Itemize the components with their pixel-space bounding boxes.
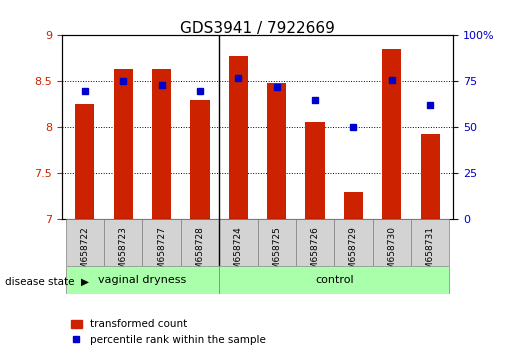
FancyBboxPatch shape: [181, 219, 219, 266]
FancyBboxPatch shape: [65, 266, 219, 294]
Bar: [382, 49, 401, 219]
Text: GSM658729: GSM658729: [349, 227, 358, 281]
Text: GSM658728: GSM658728: [195, 227, 204, 281]
Text: GSM658731: GSM658731: [426, 227, 435, 281]
FancyBboxPatch shape: [373, 219, 411, 266]
Text: GSM658727: GSM658727: [157, 227, 166, 281]
FancyBboxPatch shape: [296, 219, 334, 266]
FancyBboxPatch shape: [334, 219, 373, 266]
Text: GSM658723: GSM658723: [118, 227, 128, 281]
Bar: [344, 192, 363, 219]
Text: GSM658730: GSM658730: [387, 227, 397, 281]
Bar: [229, 56, 248, 219]
Bar: [305, 122, 324, 219]
Text: GSM658722: GSM658722: [80, 227, 89, 281]
FancyBboxPatch shape: [258, 219, 296, 266]
Legend: transformed count, percentile rank within the sample: transformed count, percentile rank withi…: [67, 315, 270, 349]
Text: GSM658724: GSM658724: [234, 227, 243, 281]
Text: GSM658726: GSM658726: [311, 227, 320, 281]
Text: GSM658725: GSM658725: [272, 227, 281, 281]
Text: GDS3941 / 7922669: GDS3941 / 7922669: [180, 21, 335, 36]
FancyBboxPatch shape: [142, 219, 181, 266]
FancyBboxPatch shape: [104, 219, 142, 266]
Text: control: control: [315, 275, 354, 285]
FancyBboxPatch shape: [219, 219, 258, 266]
Bar: [152, 69, 171, 219]
Text: vaginal dryness: vaginal dryness: [98, 275, 186, 285]
Bar: [75, 104, 94, 219]
Bar: [114, 69, 133, 219]
FancyBboxPatch shape: [219, 266, 450, 294]
Bar: [421, 134, 440, 219]
Bar: [191, 100, 210, 219]
Bar: [267, 83, 286, 219]
Text: disease state  ▶: disease state ▶: [5, 276, 89, 286]
FancyBboxPatch shape: [65, 219, 104, 266]
FancyBboxPatch shape: [411, 219, 450, 266]
